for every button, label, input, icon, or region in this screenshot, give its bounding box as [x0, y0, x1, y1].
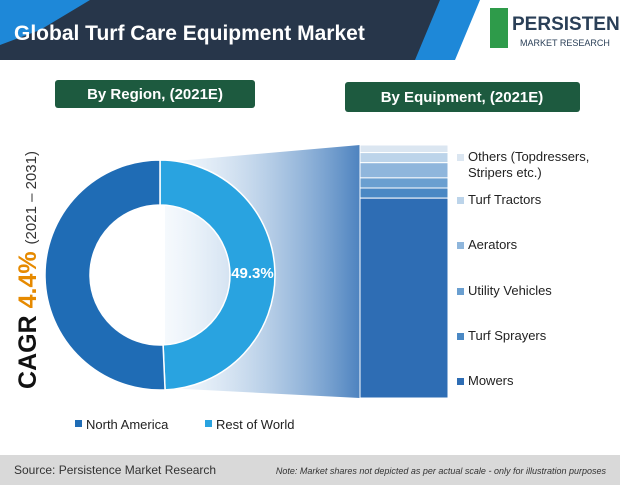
source: Source: Persistence Market Research [14, 463, 216, 477]
cagr-period: (2021 – 2031) [23, 151, 40, 244]
donut-slice [44, 159, 166, 391]
subtitle-pill [55, 80, 255, 108]
bar-segment [359, 152, 449, 164]
legend-label: Utility Vehicles [468, 283, 552, 298]
logo-tagline: MARKET RESEARCH [520, 38, 610, 48]
data-label: 49.3% [231, 265, 274, 282]
legend-swatch [457, 378, 464, 385]
legend-label: Mowers [468, 373, 514, 388]
legend-swatch [75, 420, 82, 427]
legend-swatch [205, 420, 212, 427]
legend-swatch [457, 154, 464, 161]
legend-swatch [457, 288, 464, 295]
footer [0, 455, 620, 485]
cagr-label: CAGR [14, 315, 42, 389]
subtitle: By Region, (2021E) [87, 86, 223, 103]
note: Note: Market shares not depicted as per … [276, 466, 607, 476]
donut-slice [159, 159, 276, 391]
subtitle-pill [345, 82, 580, 112]
legend-swatch [457, 242, 464, 249]
logo-name: PERSISTENCE [512, 14, 620, 35]
bar-segment [359, 187, 449, 199]
bar-segment [359, 144, 449, 154]
legend-swatch [457, 333, 464, 340]
legend-swatch [457, 197, 464, 204]
bar-segment [359, 197, 449, 399]
legend-label: North America [86, 417, 169, 432]
title: Global Turf Care Equipment Market [14, 22, 365, 45]
legend-label: Turf Tractors [468, 192, 542, 207]
legend-label: Others (Topdressers, Stripers etc.) [468, 149, 590, 180]
header-band [0, 0, 470, 60]
cagr: CAGR 4.4% (2021 – 2031) [14, 151, 42, 389]
subtitle: By Equipment, (2021E) [381, 89, 544, 106]
legend-label: Turf Sprayers [468, 328, 547, 343]
header-accent [0, 0, 90, 45]
legend-label: Rest of World [216, 417, 295, 432]
cagr-value: 4.4% [14, 251, 42, 308]
bar-segment [359, 162, 449, 179]
legend-label: Aerators [468, 237, 518, 252]
header-accent [415, 0, 480, 60]
logo-icon [490, 8, 508, 48]
bar-segment [359, 177, 449, 189]
